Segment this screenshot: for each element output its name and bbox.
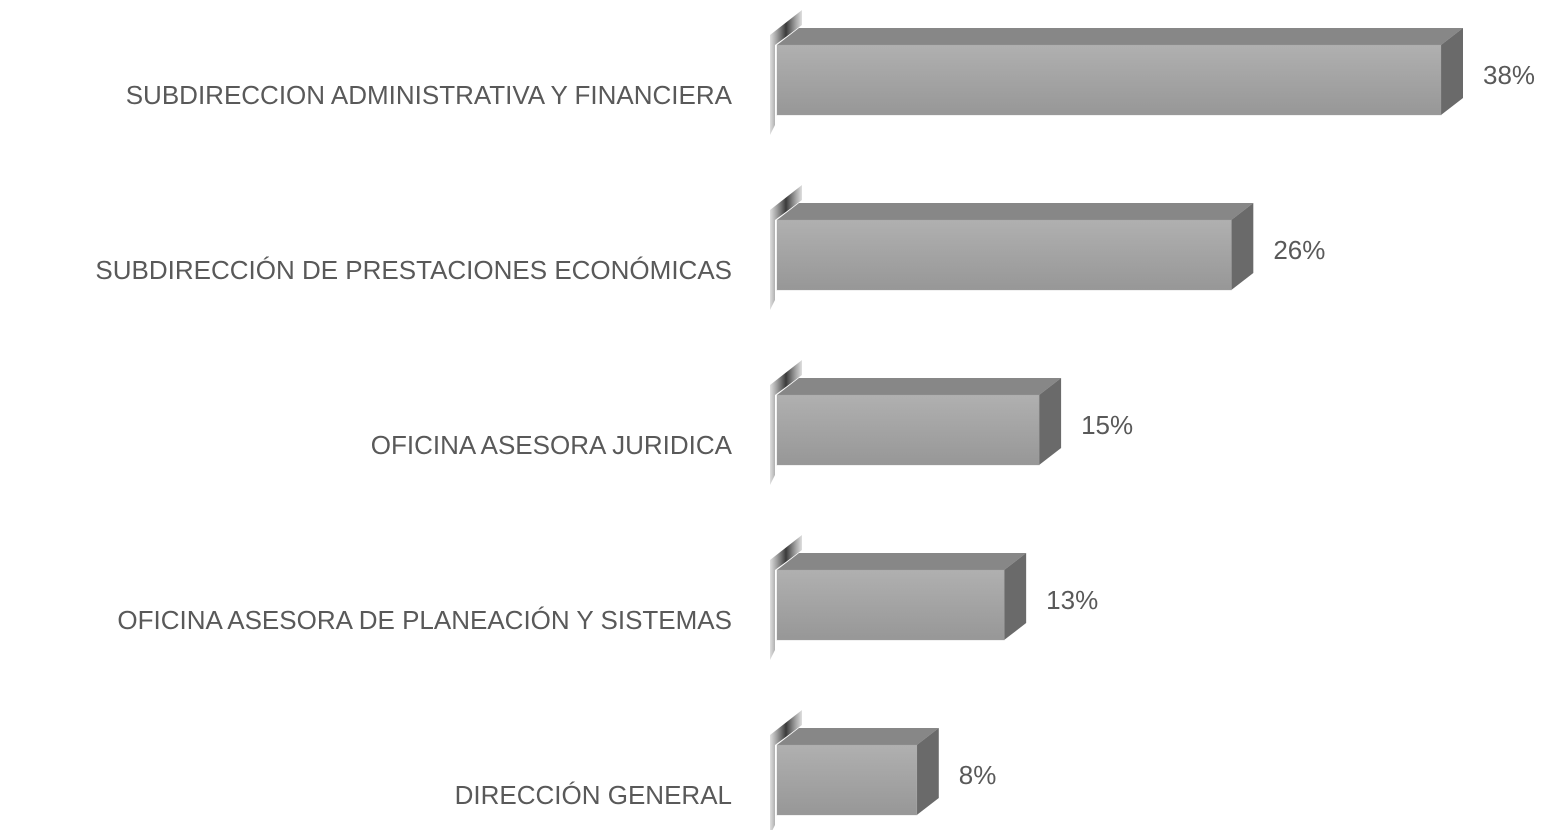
bar-side [1231,203,1254,290]
axis-wall [770,185,802,310]
bar-side [1004,553,1027,640]
bar-side [1039,378,1062,465]
value-label: 15% [1081,410,1133,440]
value-label: 26% [1273,235,1325,265]
value-label: 38% [1483,60,1535,90]
category-label: DIRECCIÓN GENERAL [455,780,732,810]
category-label: SUBDIRECCIÓN DE PRESTACIONES ECONÓMICAS [95,255,732,285]
bar-top [777,553,1027,570]
bar [776,744,918,816]
bar-top [777,203,1254,220]
bar-top [777,728,939,745]
bar [776,219,1232,291]
bar [776,569,1005,641]
axis-wall [770,10,802,135]
bar-side [916,728,939,815]
bar [776,44,1442,116]
axis-wall [770,360,802,485]
value-label: 8% [959,760,997,790]
bar-side [1441,28,1463,115]
axis-wall [770,710,802,830]
category-label: SUBDIRECCION ADMINISTRATIVA Y FINANCIERA [126,80,733,110]
axis-wall [770,535,802,660]
value-label: 13% [1046,585,1098,615]
bar-top [777,378,1062,395]
bar [776,394,1040,466]
category-label: OFICINA ASESORA JURIDICA [371,430,733,460]
bar-top [777,28,1463,45]
category-label: OFICINA ASESORA DE PLANEACIÓN Y SISTEMAS [117,605,732,635]
